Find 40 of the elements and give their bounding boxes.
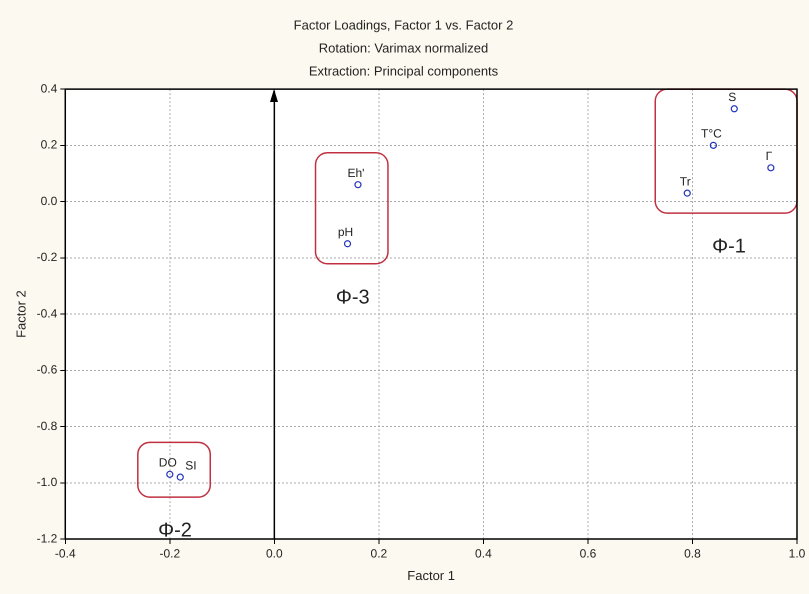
x-tick-label: 0.6: [580, 546, 597, 561]
x-tick-label: 1.0: [788, 546, 806, 561]
y-tick-label: -0.4: [36, 306, 58, 320]
series-label: pH: [338, 225, 354, 240]
point: [684, 190, 691, 197]
annotation: Φ-1: [712, 236, 746, 258]
point: [176, 474, 184, 481]
y-axis-title: Factor 2: [13, 290, 28, 338]
series-label: SI: [185, 458, 197, 472]
point: [710, 142, 717, 149]
x-tick-label: 0.0: [266, 546, 284, 561]
y-tick-label: -0.2: [36, 250, 58, 264]
y-tick-label: -1.0: [36, 475, 58, 490]
chart-subtitle: Rotation: Varimax normalized Extraction: Principal components: [308, 40, 499, 78]
series-label: Eh': [347, 166, 364, 180]
series-label: T°C: [700, 126, 722, 141]
y-tick-label: 0.2: [40, 138, 58, 152]
point: [354, 181, 362, 188]
x-tick-label: -0.2: [159, 546, 180, 561]
series-label: Tr: [680, 174, 691, 188]
y-tick-label: -0.8: [36, 418, 58, 433]
annotation: Φ-2: [158, 520, 192, 542]
x-axis-title: Factor 1: [407, 568, 455, 583]
y-tick-label: -0.6: [36, 362, 58, 377]
x-tick-label: -0.4: [54, 546, 76, 561]
x-tick-label: 0.4: [475, 546, 492, 561]
series-label: DO: [158, 456, 177, 470]
x-tick-label: 0.2: [370, 546, 388, 561]
point: [730, 105, 738, 112]
y-tick-label: -1.2: [36, 531, 58, 546]
y-tick-label: 0.4: [40, 81, 58, 96]
point: [767, 164, 774, 172]
series-label: S: [728, 90, 736, 104]
x-tick-label: 0.8: [684, 546, 702, 561]
point: [166, 470, 174, 478]
chart-title: Factor Loadings, Factor 1 vs. Factor 2: [294, 17, 514, 32]
annotation: Φ-3: [336, 286, 370, 308]
y-tick-label: 0.0: [40, 194, 58, 208]
series-label: Γ: [766, 149, 773, 164]
point: [344, 240, 352, 248]
